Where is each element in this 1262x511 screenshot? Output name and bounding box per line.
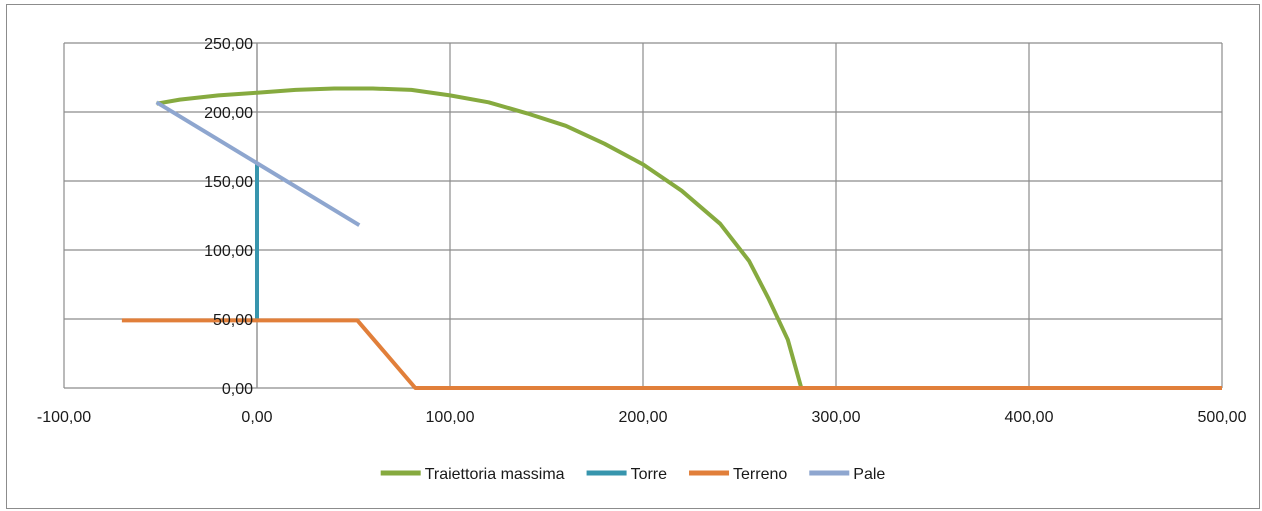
x-tick-label: 400,00	[1005, 409, 1054, 426]
y-tick-label: 200,00	[204, 105, 253, 122]
x-tick-label: 100,00	[426, 409, 475, 426]
chart-frame: 0,00 50,00 100,00 150,00 200,00 250,00 -100,00…	[6, 4, 1260, 509]
series-line-terreno	[121, 318, 1222, 390]
series-line-traiettoria-massima	[156, 86, 804, 389]
x-tick-label: 200,00	[619, 409, 668, 426]
y-tick-label: 150,00	[204, 174, 253, 191]
legend-label-traiettoria-massima: Traiettoria massima	[425, 466, 565, 483]
y-tick-label: 50,00	[213, 312, 253, 329]
line-chart: 0,00 50,00 100,00 150,00 200,00 250,00 -100,00…	[37, 36, 1247, 483]
tick-labels: 0,00 50,00 100,00 150,00 200,00 250,00 -100,00…	[37, 36, 1247, 426]
legend-label-torre: Torre	[631, 466, 668, 483]
x-tick-label: -100,00	[37, 409, 91, 426]
x-tick-label: 0,00	[241, 409, 272, 426]
y-tick-label: 0,00	[222, 381, 253, 398]
x-tick-label: 500,00	[1198, 409, 1247, 426]
x-tick-label: 300,00	[812, 409, 861, 426]
legend-label-pale: Pale	[853, 466, 885, 483]
y-tick-label: 250,00	[204, 36, 253, 53]
series-line-pale	[155, 100, 361, 227]
legend: Traiettoria massima Torre Terreno Pale	[380, 466, 885, 483]
legend-label-terreno: Terreno	[733, 466, 787, 483]
y-tick-label: 100,00	[204, 243, 253, 260]
series-lines	[121, 86, 1222, 390]
